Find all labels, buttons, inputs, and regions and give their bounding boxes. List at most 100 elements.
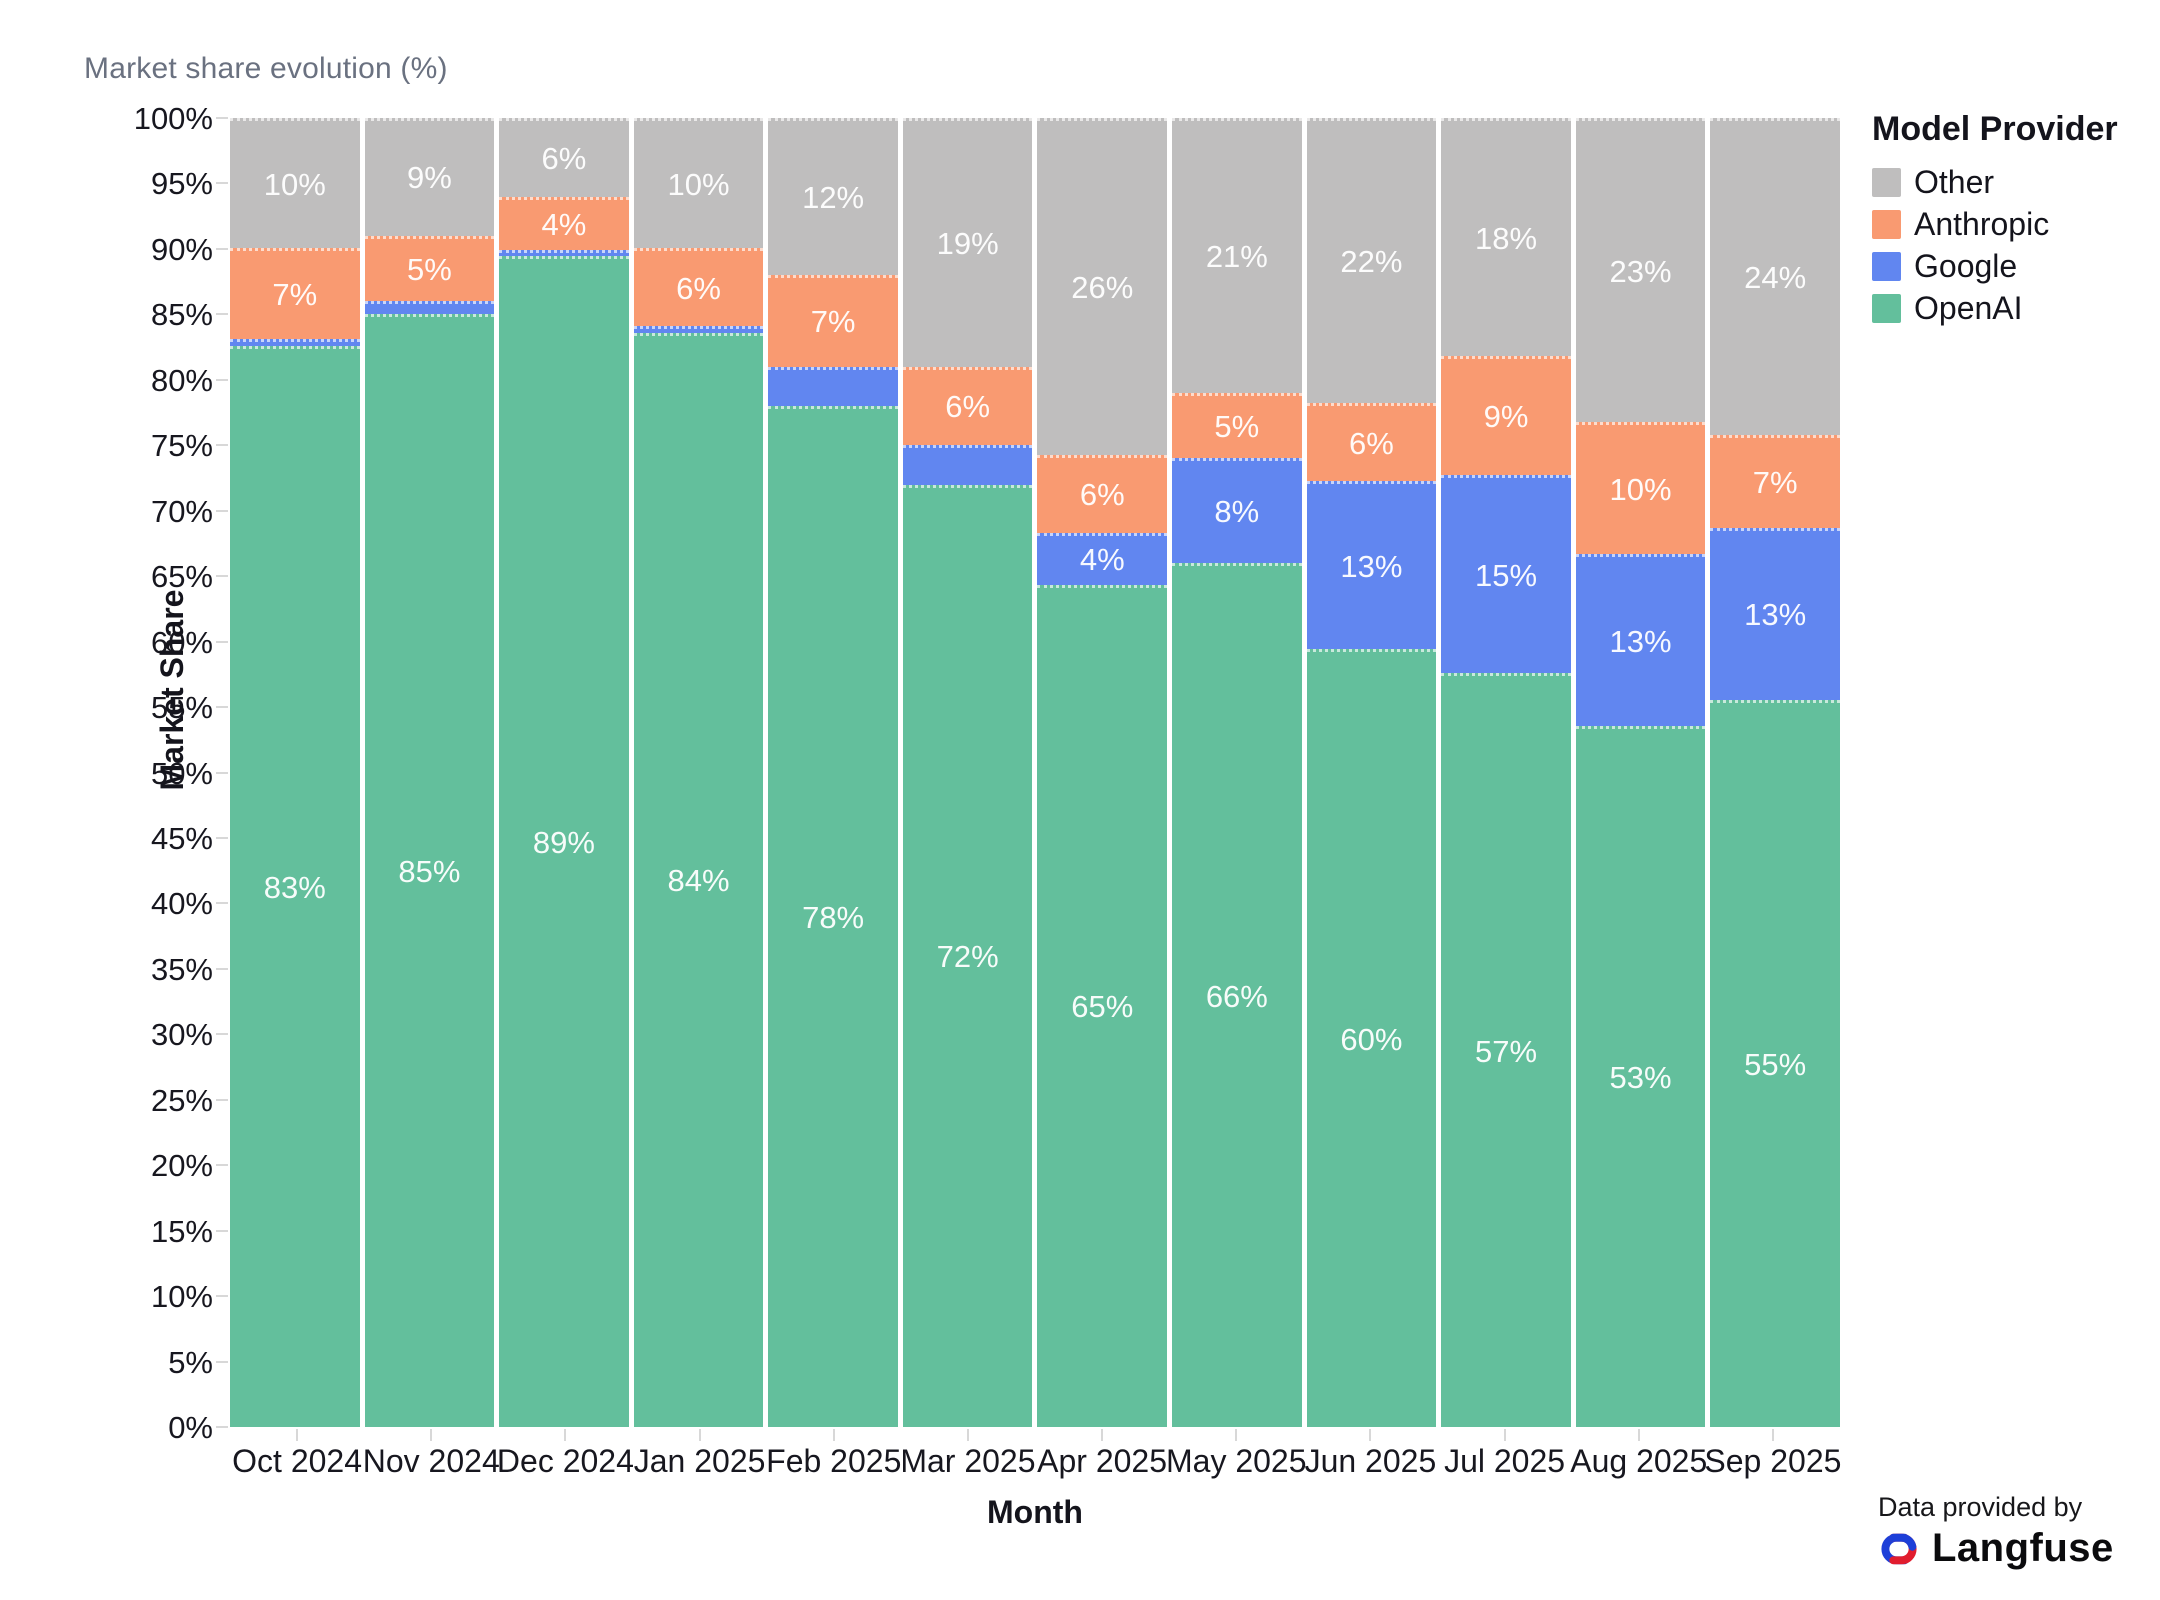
bar-value-label: 65%: [1071, 989, 1134, 1025]
bar-value-label: 24%: [1744, 260, 1807, 296]
bar-segment-openai: 83%: [230, 345, 360, 1427]
bar-segment-google: 13%: [1710, 527, 1840, 700]
bar-segment-openai: 78%: [768, 405, 898, 1427]
legend-items: Other Anthropic Google OpenAI: [1872, 164, 2118, 326]
x-tick-mark: [1637, 1429, 1640, 1441]
x-tick-mark: [564, 1429, 567, 1441]
y-tick-mark: [216, 706, 228, 709]
chart-title: Market share evolution (%): [84, 52, 448, 85]
bar-value-label: 6%: [1079, 477, 1125, 513]
bar-segment-google: [902, 445, 1033, 485]
y-tick-label: 75%: [150, 428, 213, 464]
bar-segment-anthropic: 6%: [902, 366, 1033, 446]
bar-segment-other: 9%: [364, 118, 495, 236]
bar-value-label: 13%: [1340, 548, 1403, 584]
y-tick-label: 45%: [150, 820, 213, 856]
x-tick-mark: [1235, 1429, 1238, 1441]
bar-value-label: 53%: [1609, 1060, 1672, 1096]
bar-segment-google: [768, 366, 898, 406]
bar-segment-other: 21%: [1172, 118, 1302, 393]
y-tick-label: 0%: [168, 1410, 213, 1445]
y-tick-label: 25%: [150, 1082, 213, 1118]
bar-value-label: 4%: [1079, 542, 1125, 578]
legend-label: Anthropic: [1914, 205, 2050, 242]
bar-segment-google: 8%: [1172, 458, 1302, 564]
y-tick-mark: [216, 247, 228, 250]
y-tick-mark: [216, 836, 228, 839]
y-tick-mark: [216, 444, 228, 447]
x-tick-label-mar-2025: Mar 2025: [900, 1443, 1036, 1479]
bar-value-label: 19%: [936, 225, 999, 261]
x-tick-label-oct-2024: Oct 2024: [232, 1443, 363, 1479]
bars-container: 10% 7% 83% 9% 5% 85% 6% 4% 89% 10% 6% 84% 12% 7% 78% 19…: [230, 118, 1840, 1427]
legend-swatch-anthropic: [1872, 209, 1901, 239]
y-tick-mark: [216, 117, 228, 119]
bar-value-label: 4%: [541, 206, 587, 242]
legend: Model Provider Other Anthropic Google OpenA…: [1872, 110, 2118, 326]
bar-value-label: 21%: [1205, 238, 1268, 274]
y-axis-title: Market Share: [153, 589, 190, 791]
bar-segment-anthropic: 7%: [230, 248, 360, 340]
y-tick-mark: [216, 771, 228, 774]
y-tick-label: 10%: [150, 1279, 213, 1315]
y-tick-label: 70%: [150, 493, 213, 529]
bar-segment-anthropic: 6%: [633, 248, 764, 327]
attribution-prefix: Data provided by: [1878, 1492, 2083, 1522]
y-tick-label: 65%: [150, 559, 213, 595]
y-tick-mark: [216, 1295, 228, 1298]
bar-segment-anthropic: 6%: [1306, 403, 1437, 481]
y-tick-mark: [216, 1360, 228, 1363]
bar-value-label: 89%: [532, 825, 595, 861]
langfuse-logo-icon: [1881, 1533, 1917, 1564]
y-tick-mark: [216, 1033, 228, 1036]
bar-value-label: 9%: [1483, 399, 1529, 434]
bar-value-label: 9%: [406, 160, 452, 196]
bar-value-label: 72%: [936, 939, 999, 975]
bar-segment-google: 13%: [1575, 554, 1706, 727]
bar-segment-openai: 55%: [1710, 699, 1840, 1427]
y-tick-mark: [216, 1229, 228, 1232]
bar-segment-openai: 65%: [1037, 584, 1168, 1427]
bar-value-label: 12%: [802, 180, 865, 216]
y-tick-label: 50%: [150, 755, 213, 791]
bar-value-label: 15%: [1474, 557, 1538, 593]
x-tick-mark: [698, 1429, 701, 1441]
x-tick-mark: [1771, 1429, 1774, 1441]
bar-value-label: 13%: [1609, 623, 1672, 659]
bar-segment-anthropic: 5%: [364, 235, 495, 302]
bar-segment-other: 10%: [230, 118, 360, 249]
bar-value-label: 10%: [1609, 471, 1672, 507]
y-tick-mark: [216, 902, 228, 905]
bar-segment-anthropic: 7%: [768, 275, 898, 367]
y-tick-mark: [216, 575, 228, 578]
x-axis-title: Month: [987, 1494, 1083, 1530]
bar-segment-anthropic: 9%: [1441, 356, 1571, 475]
bar-value-label: 13%: [1744, 597, 1807, 633]
y-tick-label: 5%: [168, 1344, 213, 1380]
attribution: Data provided by Langfuse: [1876, 1492, 2114, 1571]
bar-value-label: 57%: [1474, 1033, 1538, 1069]
legend-title: Model Provider: [1872, 110, 2118, 148]
bar-segment-openai: 89%: [499, 256, 629, 1427]
y-tick-label: 55%: [150, 690, 213, 726]
bar-value-label: 26%: [1071, 269, 1134, 305]
bar-value-label: 7%: [810, 304, 856, 340]
bar-value-label: 5%: [1214, 409, 1260, 445]
bar-value-label: 8%: [1214, 494, 1260, 530]
bar-segment-other: 18%: [1441, 118, 1571, 356]
bar-value-label: 7%: [1752, 465, 1798, 501]
x-tick-label-apr-2025: Apr 2025: [1037, 1443, 1168, 1479]
legend-item-openai: OpenAI: [1872, 290, 2118, 326]
bar-jan-2025: 10% 6% 84%: [633, 118, 764, 1427]
bar-value-label: 18%: [1474, 220, 1538, 256]
bar-may-2025: 21% 5% 8% 66%: [1172, 118, 1302, 1427]
x-tick-label-feb-2025: Feb 2025: [766, 1443, 902, 1479]
bar-segment-anthropic: 10%: [1575, 422, 1706, 555]
bar-value-label: 10%: [263, 166, 326, 202]
y-tick-label: 85%: [150, 297, 213, 333]
bar-value-label: 6%: [945, 389, 991, 425]
x-tick-label-jul-2025: Jul 2025: [1444, 1443, 1566, 1479]
y-tick-mark: [216, 313, 228, 316]
bar-segment-openai: 85%: [364, 314, 495, 1427]
bar-value-label: 55%: [1744, 1046, 1807, 1082]
